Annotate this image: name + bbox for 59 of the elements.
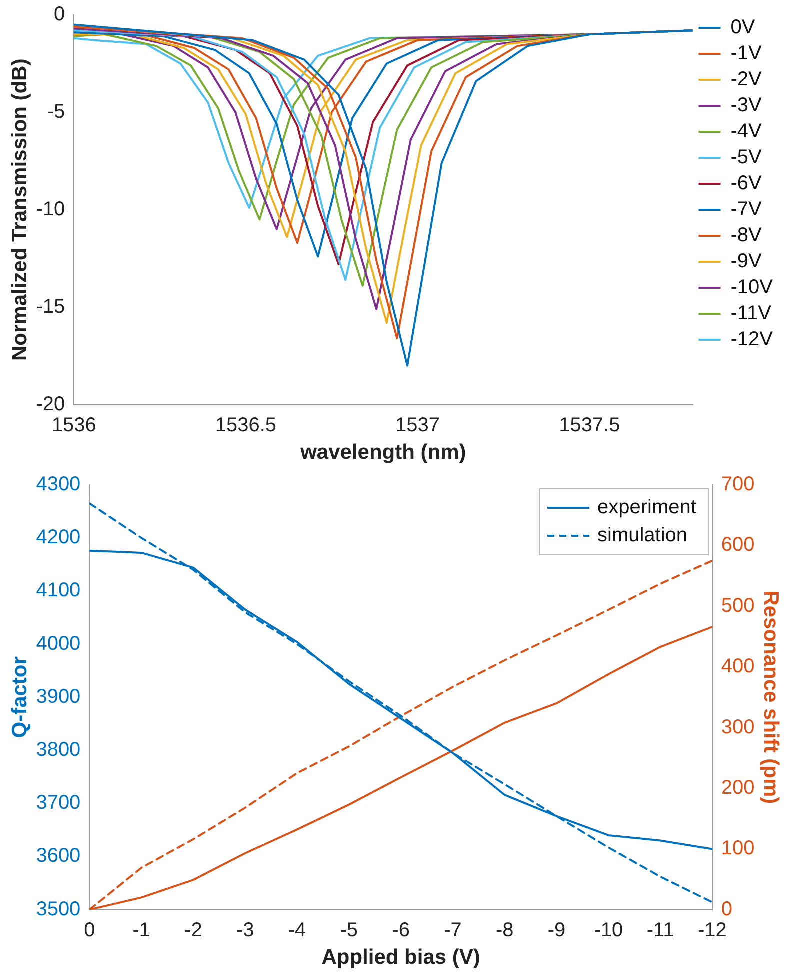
y-axis-title: Normalized Transmission (dB)	[8, 58, 32, 362]
legend-label: -2V	[730, 68, 763, 91]
y-tick-label: -5	[47, 100, 66, 123]
x-tick-label: -2	[184, 919, 202, 942]
x-tick-label: -3	[236, 919, 254, 942]
x-tick-label: -9	[548, 919, 566, 942]
legend-label: -9V	[730, 250, 763, 273]
y-tick-label: 4000	[36, 632, 81, 655]
x-axis-title: wavelength (nm)	[300, 441, 466, 464]
legend-label: 0V	[730, 16, 756, 39]
y2-tick-label: 200	[721, 776, 755, 799]
x-tick-label: -12	[698, 919, 727, 942]
legend-label: -6V	[730, 172, 763, 195]
y2-tick-label: 100	[721, 838, 755, 860]
legend-label: -3V	[730, 94, 763, 117]
x-axis-title: Applied bias (V)	[322, 946, 480, 970]
legend-label: -11V	[730, 302, 772, 325]
y2-tick-label: 600	[721, 534, 755, 556]
x-tick-label: -4	[288, 919, 306, 942]
y-axis-title: Q-factor	[8, 656, 32, 738]
legend-label: -5V	[730, 146, 763, 169]
y-tick-label: -20	[36, 393, 66, 416]
x-tick-label: -10	[594, 919, 624, 942]
x-tick-label: 0	[84, 919, 96, 942]
y-tick-label: 0	[54, 4, 66, 26]
x-tick-label: -6	[392, 919, 410, 942]
y-tick-label: 3700	[36, 792, 81, 814]
y2-tick-label: 700	[721, 474, 755, 496]
legend-label: -8V	[730, 224, 763, 247]
y-tick-label: 4100	[36, 580, 81, 602]
legend-label: -7V	[730, 198, 763, 221]
legend-label: -4V	[730, 120, 763, 143]
x-tick-label: 1536	[52, 414, 96, 436]
y-tick-label: 4200	[36, 526, 81, 549]
legend-label: simulation	[597, 524, 688, 547]
legend-label: -10V	[730, 276, 774, 299]
y-tick-label: 3600	[36, 845, 81, 868]
y-tick-label: 3900	[36, 686, 81, 708]
y-tick-label: -10	[36, 198, 66, 220]
y2-tick-label: 400	[721, 656, 755, 678]
y-tick-label: 3800	[36, 739, 81, 762]
x-tick-label: 1537.5	[559, 414, 620, 436]
x-tick-label: -8	[496, 919, 514, 942]
x-tick-label: -7	[444, 919, 462, 942]
legend-label: -1V	[730, 42, 763, 65]
y-tick-label: 3500	[36, 898, 81, 920]
y2-tick-label: 500	[721, 594, 755, 617]
x-tick-label: -5	[340, 919, 358, 942]
legend-label: experiment	[597, 496, 697, 519]
x-tick-label: -11	[646, 919, 674, 942]
y2-tick-label: 0	[721, 898, 733, 920]
x-tick-label: 1536.5	[215, 414, 277, 436]
y-tick-label: 4300	[36, 474, 81, 496]
y2-tick-label: 300	[721, 716, 755, 738]
y-tick-label: -15	[36, 296, 66, 318]
x-tick-label: -1	[132, 919, 150, 942]
legend-label: -12V	[730, 328, 774, 351]
y2-axis-title: Resonance shift (pm)	[760, 590, 783, 804]
x-tick-label: 1537	[396, 414, 440, 436]
